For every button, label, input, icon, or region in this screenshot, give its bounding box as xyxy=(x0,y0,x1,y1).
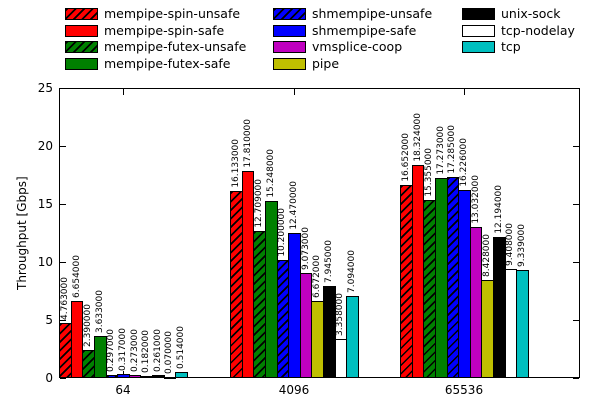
bar-value-label: 0.514000 xyxy=(176,326,186,369)
x-tick-label: 4096 xyxy=(278,383,310,397)
legend-swatch-mempipe-futex-safe xyxy=(65,57,98,70)
y-tick-label: 0 xyxy=(45,371,53,385)
bar-value-label: 0.182000 xyxy=(141,330,152,373)
bar-mempipe-futex-safe xyxy=(94,336,107,378)
bar-value-label: 6.654000 xyxy=(71,255,82,298)
x-tick-mark-top xyxy=(294,89,295,95)
x-tick-mark-top xyxy=(123,89,124,95)
bar-value-label: 17.285000 xyxy=(447,125,458,174)
bar-value-label: 9.408000 xyxy=(505,223,516,266)
y-tick-label: 20 xyxy=(37,139,53,153)
bar-value-label: 12.470000 xyxy=(289,181,299,230)
legend-swatch-tcp xyxy=(462,41,495,53)
y-tick-mark-left xyxy=(60,377,66,379)
bar-value-label: 0.261000 xyxy=(152,329,163,372)
bar-value-label: 17.810000 xyxy=(242,119,253,168)
y-axis-title: Throughput [Gbps] xyxy=(15,176,29,290)
legend-label-shmempipe-unsafe: shmempipe-unsafe xyxy=(312,6,433,21)
bar-value-label: 9.339000 xyxy=(517,224,527,267)
y-tick-mark-left xyxy=(60,87,66,89)
bar-value-label: 17.273000 xyxy=(435,126,446,175)
legend-label-mempipe-spin-unsafe: mempipe-spin-unsafe xyxy=(104,6,241,21)
legend-swatch-shmempipe-unsafe xyxy=(273,8,306,20)
bar-value-label: 6.672000 xyxy=(312,255,323,298)
bar-tcp-nodelay xyxy=(163,377,177,379)
bar-unix-sock xyxy=(323,286,336,378)
y-tick-mark-right xyxy=(573,203,579,205)
bar-value-label: 12.709000 xyxy=(254,179,265,228)
legend-swatch-shmempipe-safe xyxy=(273,24,306,37)
legend-swatch-mempipe-futex-unsafe xyxy=(65,41,98,53)
legend-swatch-pipe xyxy=(273,57,306,70)
y-tick-mark-left xyxy=(60,261,66,263)
bar-value-label: 3.633000 xyxy=(94,290,105,333)
y-tick-mark-left xyxy=(60,319,66,321)
x-tick-label: 64 xyxy=(115,383,131,397)
legend-label-pipe: pipe xyxy=(312,55,340,71)
bar-value-label: 4.763000 xyxy=(60,277,70,320)
x-tick-mark-top xyxy=(464,89,465,95)
bar-value-label: 7.094000 xyxy=(347,250,357,293)
bar-value-label: 10.200000 xyxy=(277,208,288,257)
y-tick-mark-right xyxy=(573,87,579,89)
bar-value-label: 0.317000 xyxy=(118,328,128,371)
y-tick-label: 10 xyxy=(37,255,53,269)
y-tick-label: 15 xyxy=(37,197,53,211)
legend-swatch-mempipe-spin-safe xyxy=(65,24,98,37)
bar-value-label: 12.194000 xyxy=(493,185,504,234)
bar-unix-sock xyxy=(152,375,165,378)
bar-mempipe-spin-safe xyxy=(70,301,84,378)
legend-swatch-vmsplice-coop xyxy=(273,41,306,53)
legend-label-shmempipe-safe: shmempipe-safe xyxy=(312,22,417,38)
x-tick-label: 65536 xyxy=(444,383,484,397)
legend-swatch-mempipe-spin-unsafe xyxy=(65,8,98,20)
y-tick-label: 25 xyxy=(37,81,53,95)
y-tick-mark-right xyxy=(573,145,579,147)
bar-value-label: 2.390000 xyxy=(83,304,94,347)
bar-tcp xyxy=(175,372,188,378)
legend-label-tcp: tcp xyxy=(501,39,521,54)
bar-value-label: 0.297000 xyxy=(106,329,117,372)
legend-label-unix-sock: unix-sock xyxy=(501,6,561,21)
y-tick-mark-right xyxy=(573,377,579,379)
bar-value-label: 8.428000 xyxy=(482,234,493,277)
bar-value-label: 16.133000 xyxy=(231,139,241,188)
bar-value-label: 16.226000 xyxy=(459,138,469,187)
bar-value-label: 18.324000 xyxy=(412,113,423,162)
legend-label-mempipe-futex-unsafe: mempipe-futex-unsafe xyxy=(104,39,247,54)
legend-swatch-unix-sock xyxy=(462,8,495,20)
bar-value-label: 0.070000 xyxy=(164,331,175,374)
bar-value-label: 16.652000 xyxy=(401,133,411,182)
bar-value-label: 3.358000 xyxy=(335,293,346,336)
y-tick-mark-right xyxy=(573,261,579,263)
y-tick-mark-right xyxy=(573,319,579,321)
bar-value-label: 15.355000 xyxy=(424,148,435,197)
y-tick-mark-left xyxy=(60,203,66,205)
bar-value-label: 13.032000 xyxy=(470,175,481,224)
bar-value-label: 9.073000 xyxy=(300,227,311,270)
legend-swatch-tcp-nodelay xyxy=(462,24,495,37)
legend-label-vmsplice-coop: vmsplice-coop xyxy=(312,39,403,54)
bar-value-label: 7.945000 xyxy=(323,240,334,283)
legend-label-tcp-nodelay: tcp-nodelay xyxy=(501,22,575,38)
y-tick-label: 5 xyxy=(45,313,53,327)
legend-label-mempipe-futex-safe: mempipe-futex-safe xyxy=(104,55,231,71)
bar-value-label: 15.248000 xyxy=(265,149,276,198)
bar-tcp xyxy=(516,270,529,378)
bar-value-label: 0.273000 xyxy=(129,329,140,372)
bar-tcp xyxy=(346,296,359,378)
y-tick-mark-left xyxy=(60,145,66,147)
legend-label-mempipe-spin-safe: mempipe-spin-safe xyxy=(104,22,225,38)
